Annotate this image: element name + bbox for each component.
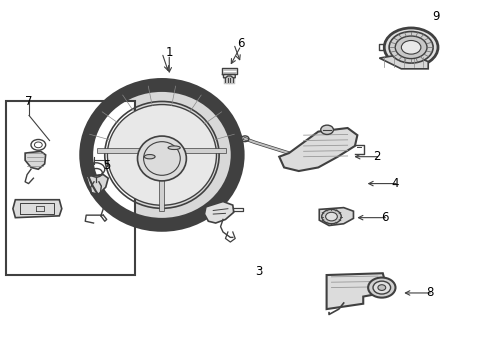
Circle shape	[373, 281, 391, 294]
Text: 4: 4	[392, 177, 399, 190]
Circle shape	[368, 278, 395, 298]
Polygon shape	[13, 200, 62, 218]
Text: 8: 8	[426, 287, 433, 300]
Text: 6: 6	[237, 37, 245, 50]
Text: 2: 2	[373, 150, 381, 163]
Circle shape	[378, 285, 386, 291]
Polygon shape	[379, 54, 428, 69]
Circle shape	[321, 125, 333, 134]
Ellipse shape	[384, 28, 438, 67]
Bar	[5, 101, 135, 275]
Ellipse shape	[401, 41, 421, 54]
Polygon shape	[279, 128, 357, 171]
Text: 6: 6	[381, 211, 389, 224]
Ellipse shape	[107, 104, 217, 205]
Ellipse shape	[145, 154, 155, 159]
Polygon shape	[204, 202, 234, 223]
Text: 1: 1	[166, 46, 173, 59]
Circle shape	[326, 212, 337, 221]
Polygon shape	[319, 208, 353, 226]
Text: 9: 9	[432, 10, 440, 23]
Polygon shape	[25, 151, 46, 169]
Polygon shape	[327, 273, 385, 309]
Polygon shape	[223, 74, 235, 78]
Text: 7: 7	[25, 95, 33, 108]
Circle shape	[322, 210, 341, 224]
Ellipse shape	[168, 146, 180, 149]
Text: 5: 5	[103, 159, 111, 172]
Ellipse shape	[86, 85, 238, 225]
Text: 3: 3	[255, 265, 262, 278]
Ellipse shape	[395, 36, 427, 59]
Polygon shape	[86, 175, 108, 194]
Ellipse shape	[138, 136, 186, 181]
Ellipse shape	[389, 32, 433, 63]
